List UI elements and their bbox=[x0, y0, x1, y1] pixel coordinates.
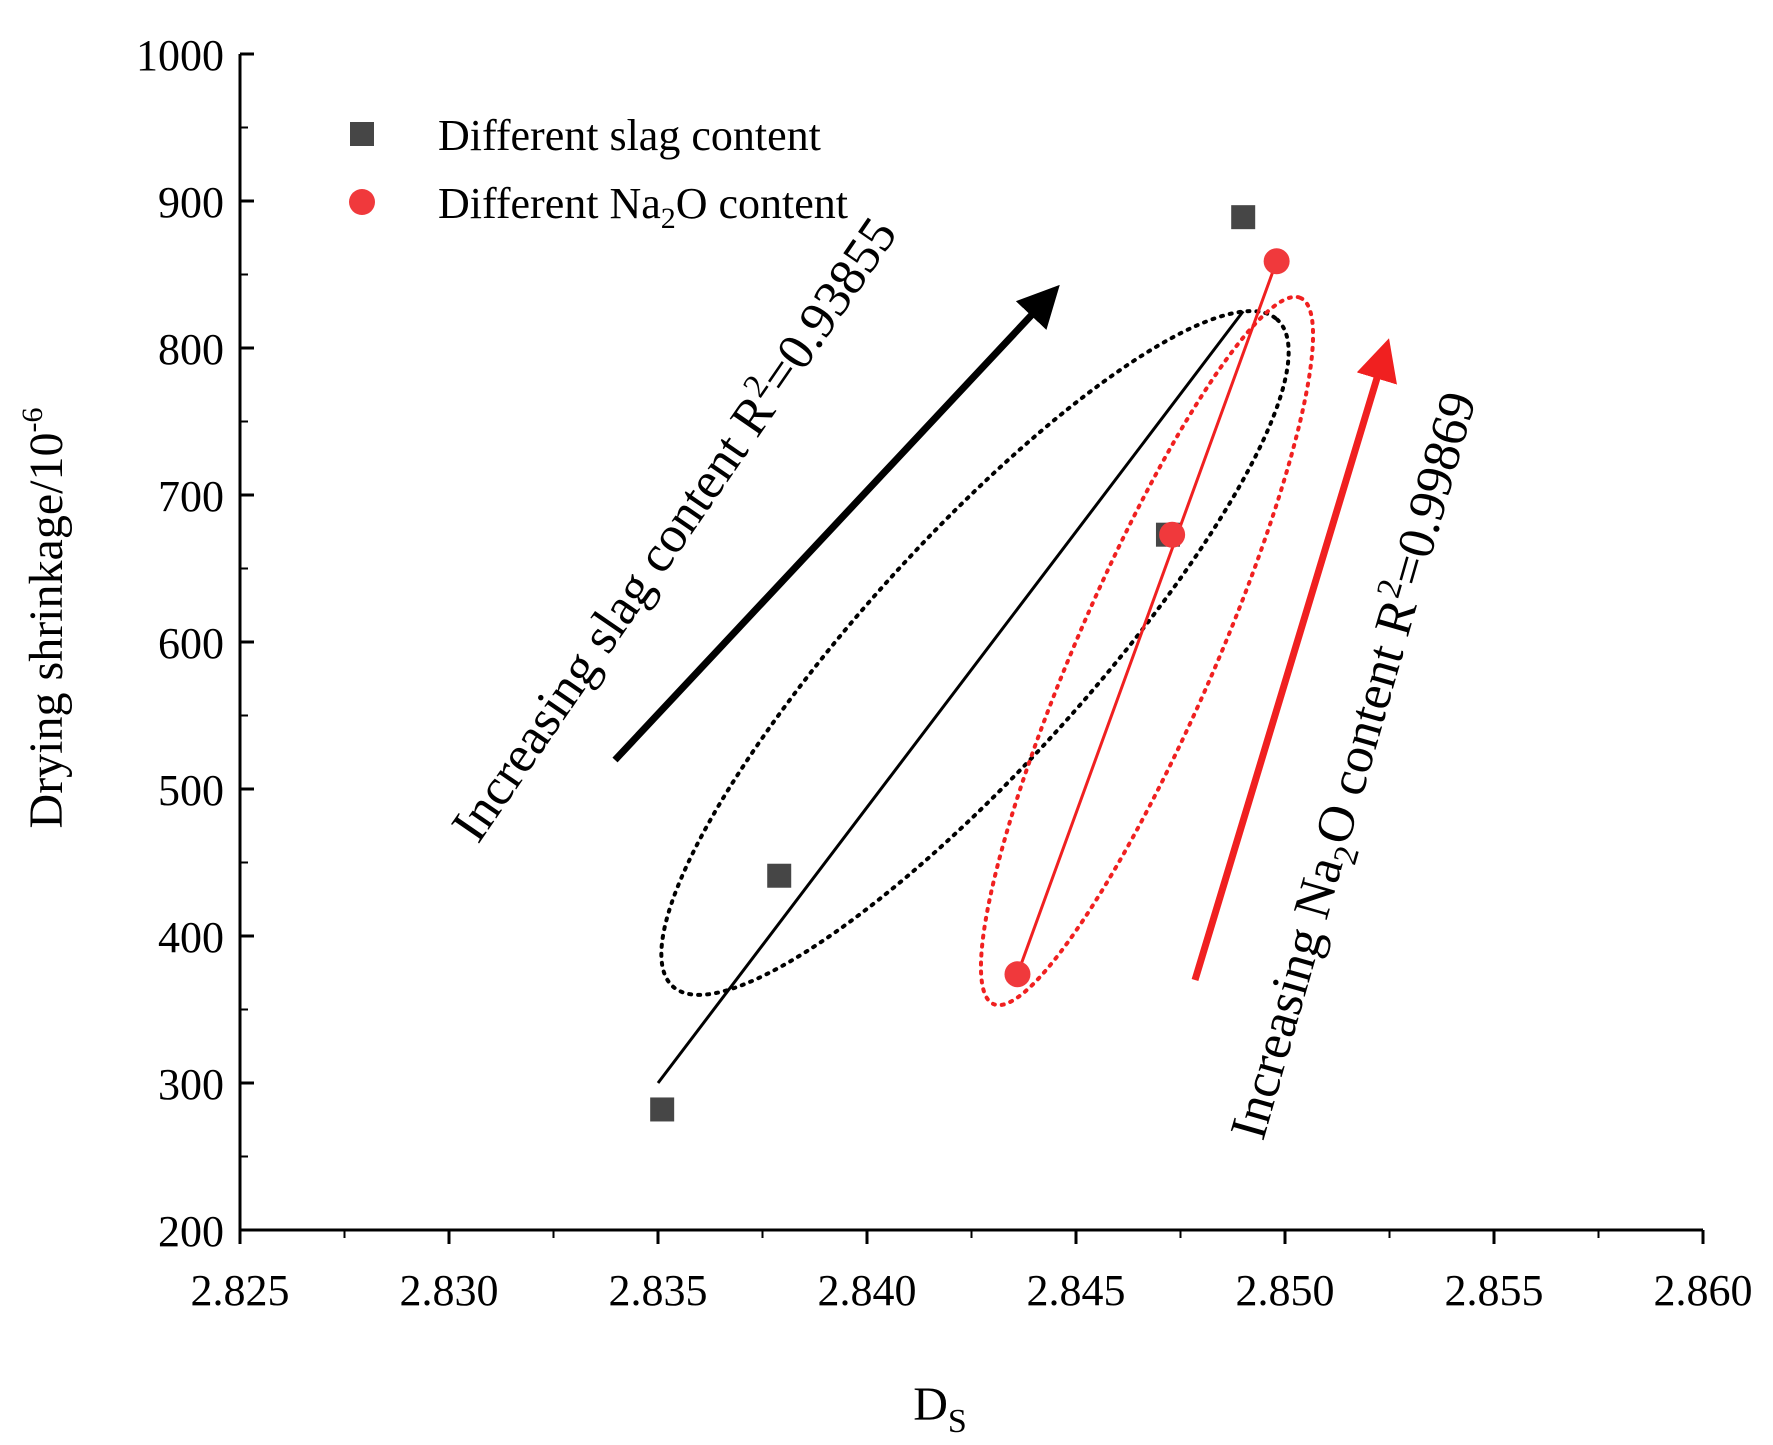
y-axis-title: Drying shrinkage/10-6 bbox=[16, 408, 73, 829]
legend-label-slag: Different slag content bbox=[438, 111, 821, 160]
x-tick-label: 2.840 bbox=[818, 1266, 917, 1315]
na2o-series bbox=[1004, 248, 1290, 988]
x-tick-label: 2.855 bbox=[1445, 1266, 1544, 1315]
x-tick-label: 2.860 bbox=[1654, 1266, 1753, 1315]
y-tick-label: 700 bbox=[158, 472, 224, 521]
slag-group-ellipse bbox=[659, 309, 1291, 997]
y-tick-label: 200 bbox=[158, 1207, 224, 1256]
slag-trend-arrow bbox=[612, 284, 1060, 763]
x-tick-label: 2.850 bbox=[1236, 1266, 1335, 1315]
y-tick-label: 800 bbox=[158, 325, 224, 374]
y-tick-label: 500 bbox=[158, 766, 224, 815]
y-tick-label: 900 bbox=[158, 178, 224, 227]
y-tick-label: 1000 bbox=[136, 31, 224, 80]
na2o-point bbox=[1004, 961, 1031, 988]
slag-series bbox=[650, 205, 1256, 1122]
y-tick-label: 400 bbox=[158, 913, 224, 962]
slag-annotation: Increasing slag content R2=0.93855 bbox=[438, 205, 909, 851]
slag-point bbox=[650, 1097, 675, 1122]
slag-fit-line bbox=[656, 310, 1245, 1084]
y-tick-label: 600 bbox=[158, 619, 224, 668]
x-tick-label: 2.845 bbox=[1027, 1266, 1126, 1315]
x-axis-title: DS bbox=[913, 1378, 967, 1440]
x-ticks: 2.825 2.830 2.835 2.840 2.845 2.850 2.855 2.860 bbox=[191, 1230, 1753, 1315]
na2o-trend-arrow bbox=[1191, 338, 1397, 982]
y-ticks: 200 300 400 500 600 700 800 900 1000 bbox=[136, 31, 254, 1256]
y-tick-label: 300 bbox=[158, 1060, 224, 1109]
legend-label-na2o: Different Na2O content bbox=[438, 179, 848, 235]
na2o-point bbox=[1159, 521, 1186, 548]
na2o-fit-line bbox=[1016, 260, 1279, 975]
slag-point bbox=[1231, 205, 1256, 230]
x-tick-label: 2.830 bbox=[400, 1266, 499, 1315]
legend: Different slag content Different Na2O co… bbox=[349, 111, 848, 235]
x-tick-label: 2.835 bbox=[609, 1266, 708, 1315]
legend-marker-na2o bbox=[349, 189, 375, 215]
legend-marker-slag bbox=[350, 122, 374, 146]
slag-point bbox=[767, 863, 792, 888]
na2o-group-ellipse bbox=[978, 294, 1316, 1008]
na2o-point bbox=[1263, 248, 1290, 275]
x-tick-label: 2.825 bbox=[191, 1266, 290, 1315]
